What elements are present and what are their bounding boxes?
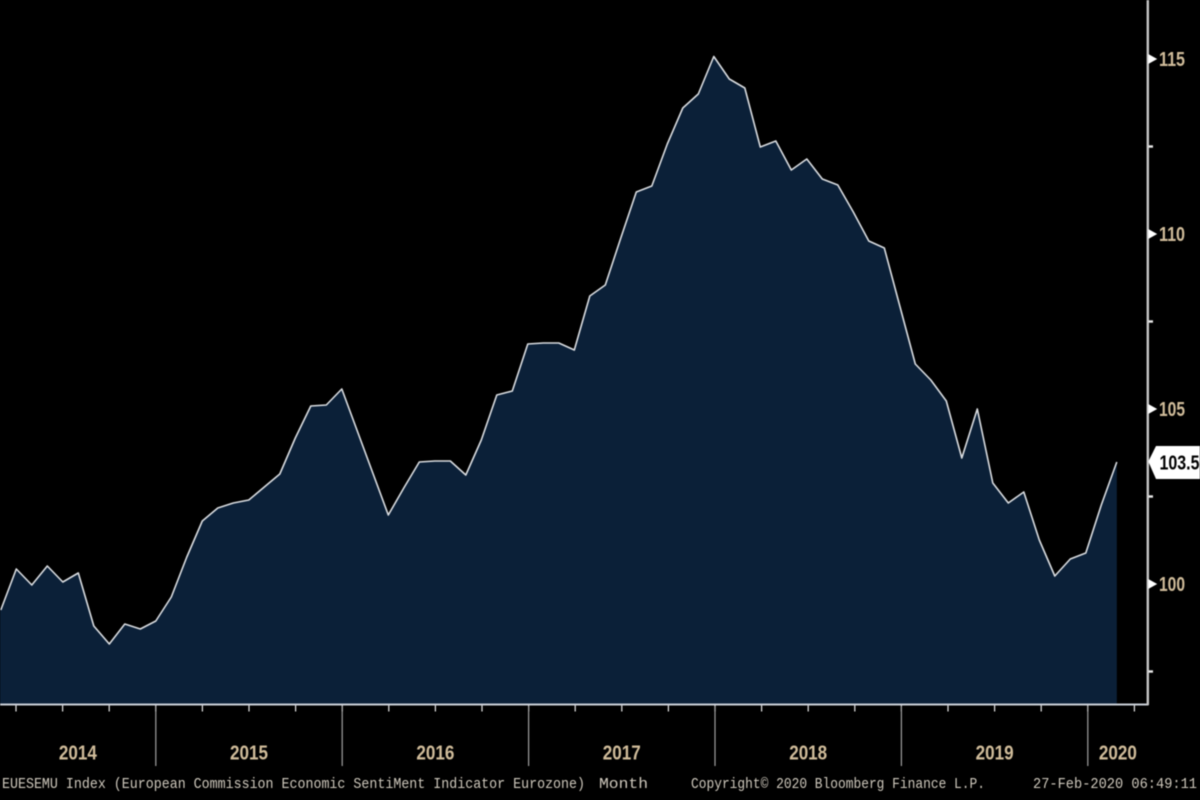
svg-text:110: 110 — [1159, 224, 1185, 246]
svg-text:2018: 2018 — [789, 743, 827, 765]
svg-text:2019: 2019 — [976, 743, 1014, 765]
svg-text:2016: 2016 — [416, 743, 454, 765]
svg-text:2017: 2017 — [603, 743, 641, 765]
svg-text:Copyright© 2020 Bloomberg Fina: Copyright© 2020 Bloomberg Finance L.P. — [691, 776, 985, 793]
svg-text:2014: 2014 — [59, 743, 98, 765]
svg-text:103.5: 103.5 — [1160, 453, 1200, 475]
svg-text:115: 115 — [1159, 49, 1185, 71]
svg-text:EUESEMU Index (European Commis: EUESEMU Index (European Commission Econo… — [2, 776, 585, 793]
svg-text:2015: 2015 — [230, 743, 268, 765]
svg-text:2020: 2020 — [1099, 743, 1137, 765]
svg-text:100: 100 — [1159, 574, 1185, 596]
svg-text:Month: Month — [599, 776, 648, 793]
svg-text:27-Feb-2020 06:49:11: 27-Feb-2020 06:49:11 — [1033, 776, 1197, 793]
svg-text:105: 105 — [1159, 399, 1185, 421]
